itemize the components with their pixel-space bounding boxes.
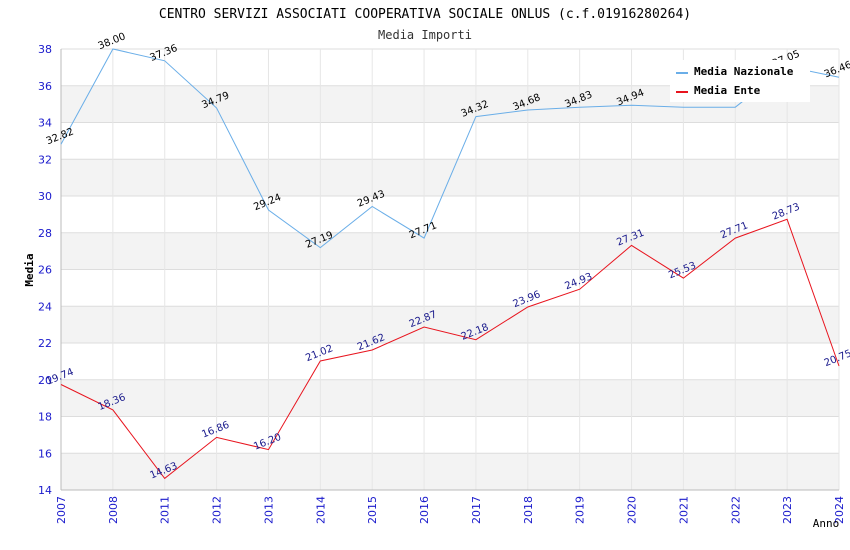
x-tick-label: 2011 [159,496,172,524]
y-tick-label: 16 [38,447,52,460]
legend-label-media-ente: Media Ente [694,84,761,97]
x-tick-label: 2015 [366,496,379,524]
series-lines [60,48,840,480]
grid-lines [60,48,840,491]
band [61,269,839,307]
chart-title: CENTRO SERVIZI ASSOCIATI COOPERATIVA SOC… [159,7,691,22]
x-tick-label: 2017 [470,496,483,524]
series-line-media-nazionale [60,48,840,249]
background-bands [61,49,839,490]
y-axis-label: Media [23,253,36,286]
legend-box [670,60,810,102]
x-tick-label: 2022 [729,496,742,524]
x-tick-label: 2021 [677,496,690,524]
band [61,453,839,490]
band [61,306,839,343]
band [61,379,839,417]
x-tick-label: 2020 [626,496,639,524]
legend: Media Nazionale Media Ente [670,60,810,102]
y-tick-label: 20 [38,374,52,387]
x-axis-label: Anno [813,517,840,530]
chart-subtitle: Media Importi [378,28,472,42]
y-tick-label: 18 [38,411,52,424]
x-tick-label: 2018 [522,496,535,524]
band [61,416,839,454]
band [61,343,839,380]
y-tick-label: 26 [38,264,52,277]
x-tick-label: 2016 [418,496,431,524]
y-tick-label: 14 [38,484,52,497]
y-tick-label: 22 [38,337,52,350]
band [61,196,839,233]
x-tick-label: 2013 [262,496,275,524]
x-tick-label: 2014 [314,496,327,524]
band [61,122,839,160]
y-tick-label: 30 [38,190,52,203]
x-tick-label: 2024 [833,496,846,524]
y-tick-label: 38 [38,43,52,56]
series-line-media-ente [60,218,840,480]
y-tick-label: 28 [38,227,52,240]
y-tick-label: 34 [38,117,52,130]
x-tick-label: 2019 [574,496,587,524]
y-tick-label: 24 [38,300,52,313]
band [61,232,839,270]
x-tick-label: 2023 [781,496,794,524]
y-tick-label: 32 [38,153,52,166]
x-tick-label: 2012 [211,496,224,524]
y-tick-label: 36 [38,80,52,93]
x-tick-label: 2008 [107,496,120,524]
x-tick-label: 2007 [55,496,68,524]
legend-label-media-nazionale: Media Nazionale [694,65,794,78]
